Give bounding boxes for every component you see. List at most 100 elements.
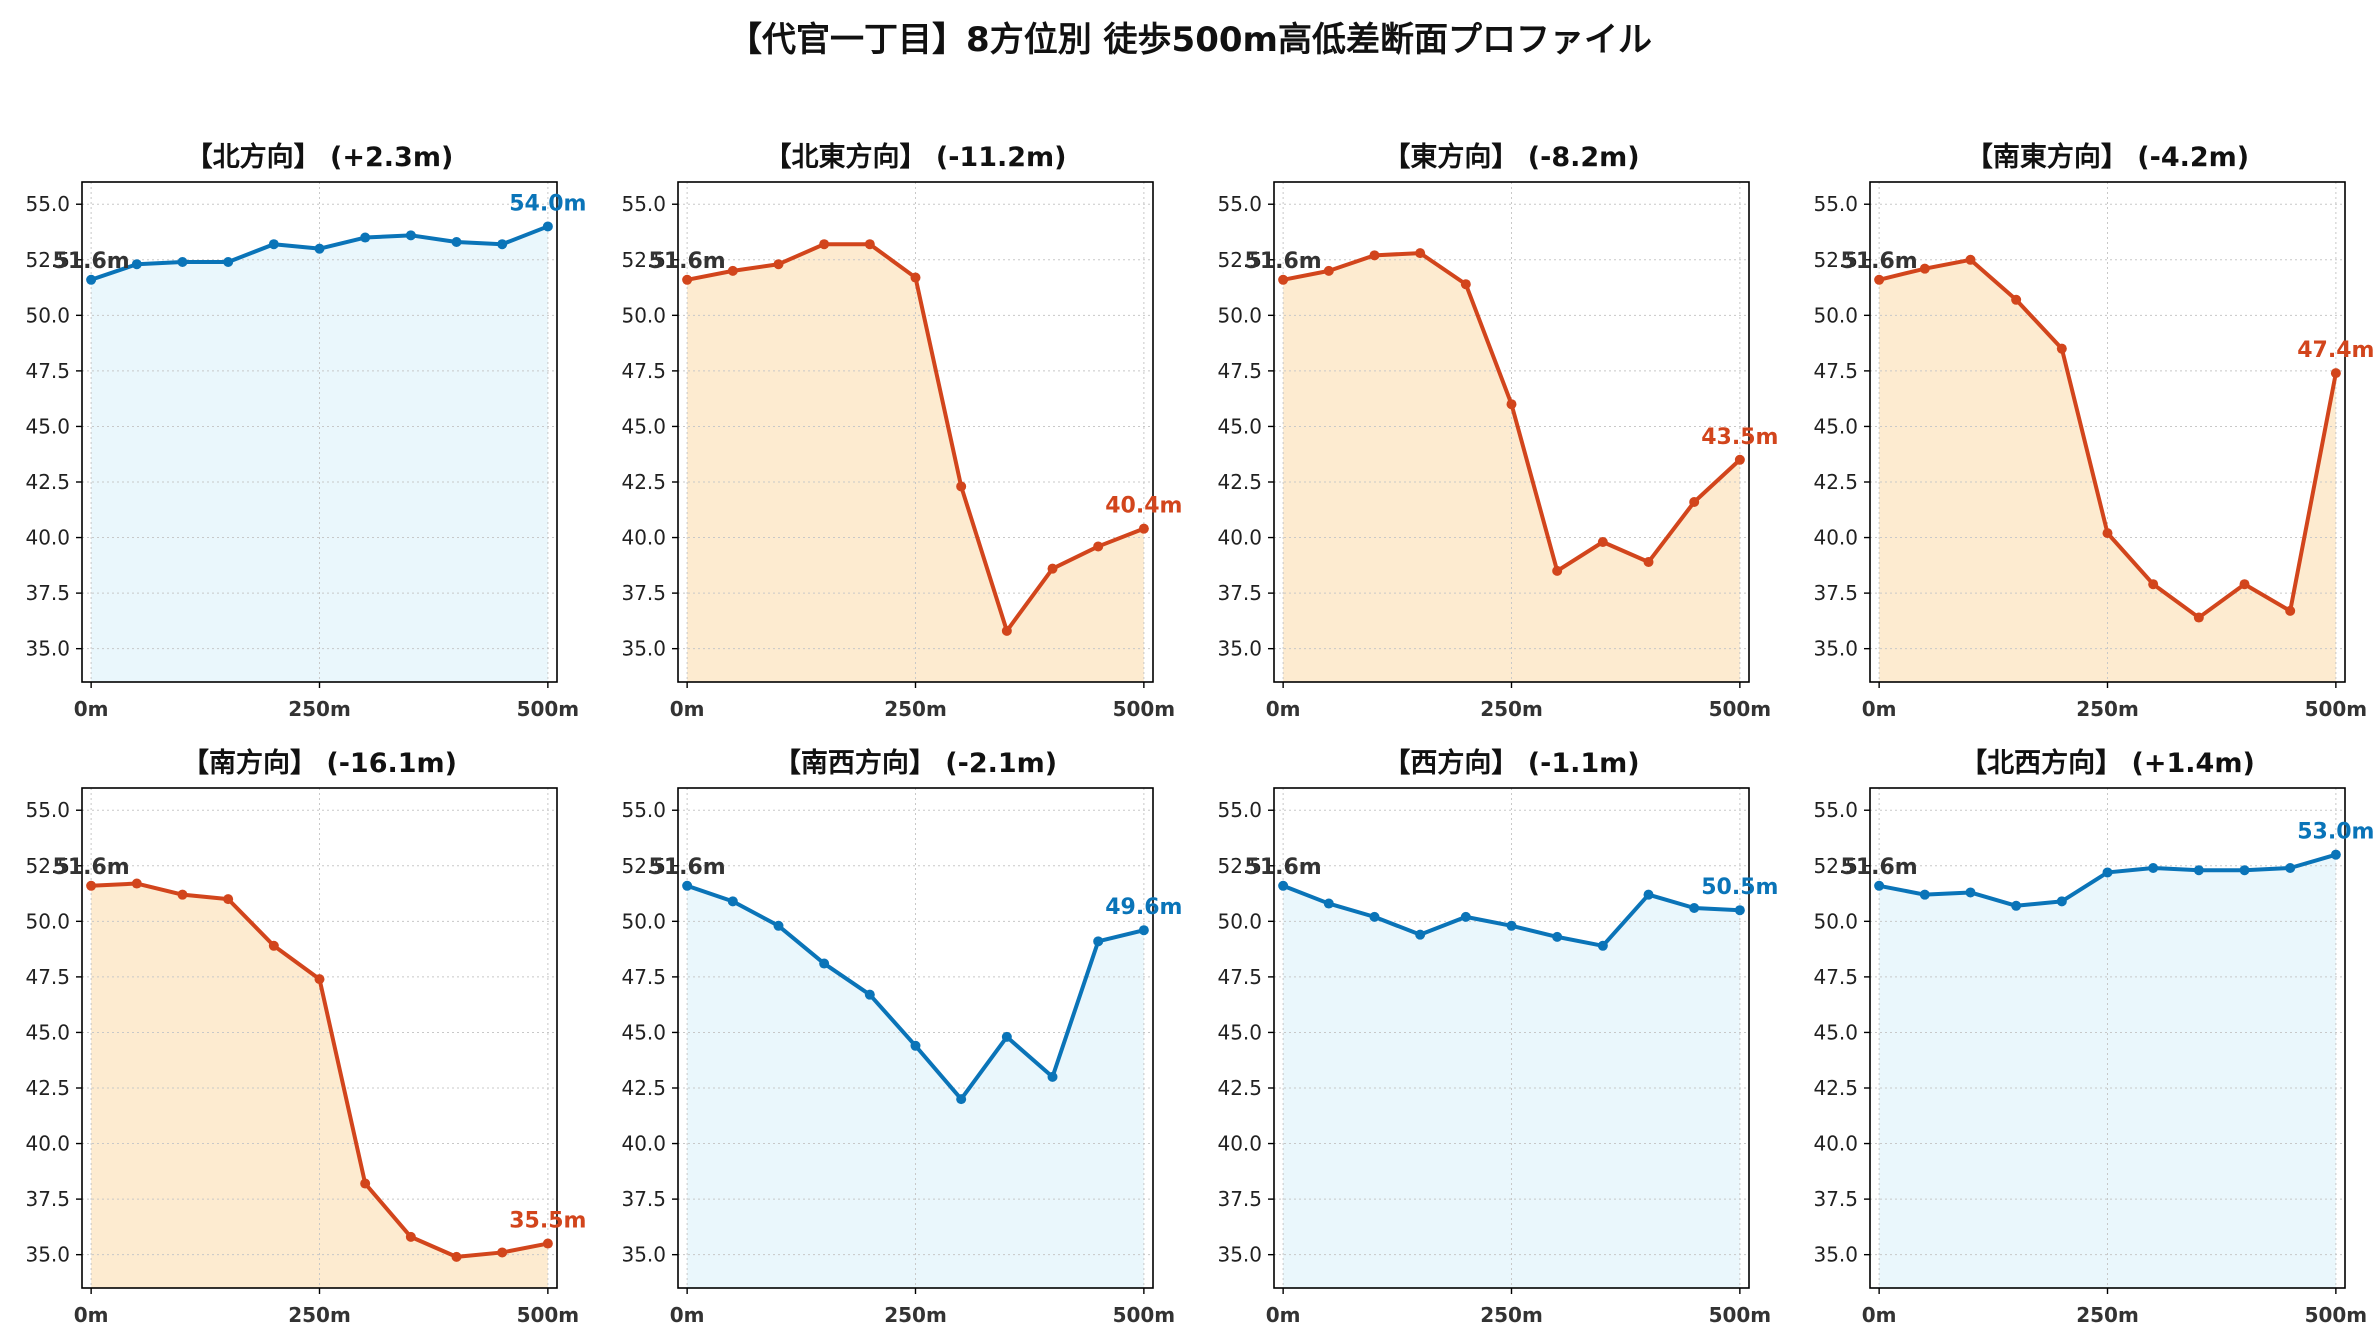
data-point [1001, 1031, 1012, 1042]
data-point [910, 1040, 921, 1051]
y-tick-label: 42.5 [1813, 470, 1858, 494]
data-point [727, 265, 738, 276]
data-point [405, 1231, 416, 1242]
data-point [360, 1178, 371, 1189]
data-point [1278, 274, 1289, 285]
y-tick-label: 42.5 [1813, 1076, 1858, 1100]
data-point [819, 239, 830, 250]
data-point [1689, 903, 1700, 913]
data-point [405, 230, 416, 241]
start-label: 51.6m [53, 855, 130, 880]
start-label: 51.6m [1245, 249, 1322, 274]
panel-title: 【南東方向】 (-4.2m) [1966, 141, 2249, 173]
y-tick-label: 55.0 [1813, 192, 1858, 216]
data-point [542, 1238, 553, 1249]
start-label: 51.6m [649, 855, 726, 880]
chart-panel-1: 【北東方向】 (-11.2m) 35.0 37.5 40.0 42.5 45.0 47.5 5… [621, 141, 1182, 721]
y-tick-label: 42.5 [1217, 1076, 1262, 1100]
y-tick-label: 47.5 [25, 359, 70, 383]
data-point [2056, 896, 2067, 907]
data-point [1001, 625, 1012, 636]
data-point [2011, 900, 2022, 911]
y-tick-label: 55.0 [1217, 798, 1262, 822]
x-tick-label: 0m [74, 697, 109, 721]
y-tick-label: 55.0 [25, 798, 70, 822]
y-tick-label: 45.0 [1217, 414, 1262, 438]
end-label: 49.6m [1105, 895, 1182, 920]
data-point [727, 896, 738, 907]
data-point [1323, 265, 1334, 276]
y-tick-label: 35.0 [25, 1243, 70, 1267]
end-label: 50.5m [1701, 875, 1778, 900]
y-tick-label: 50.0 [1813, 303, 1858, 327]
y-tick-label: 37.5 [1813, 581, 1858, 605]
y-tick-label: 35.0 [1217, 1243, 1262, 1267]
data-point [451, 1251, 462, 1262]
y-tick-label: 45.0 [1813, 1020, 1858, 1044]
x-tick-label: 0m [1266, 1303, 1301, 1327]
data-point [956, 1094, 967, 1105]
data-point [360, 232, 371, 243]
y-tick-label: 45.0 [621, 414, 666, 438]
end-label: 43.5m [1701, 425, 1778, 450]
x-tick-label: 500m [1709, 697, 1772, 721]
area-fill [1283, 885, 1740, 1288]
chart-panel-2: 【東方向】 (-8.2m) 35.0 37.5 40.0 42.5 45.0 47.5 50.… [1217, 141, 1778, 721]
chart-panel-0: 【北方向】 (+2.3m) 35.0 37.5 40.0 42.5 45.0 47.5 50.… [25, 141, 586, 721]
data-point [223, 257, 234, 267]
data-point [1506, 920, 1517, 931]
data-point [2148, 579, 2159, 590]
data-point [682, 880, 693, 891]
data-point [1047, 563, 1058, 574]
data-point [2102, 867, 2113, 878]
x-tick-label: 250m [1480, 697, 1543, 721]
start-label: 51.6m [1245, 855, 1322, 880]
data-point [86, 274, 97, 285]
data-point [314, 243, 325, 254]
x-tick-label: 500m [2305, 1303, 2368, 1327]
y-tick-label: 40.0 [621, 1132, 666, 1156]
start-label: 51.6m [649, 249, 726, 274]
y-tick-label: 35.0 [621, 637, 666, 661]
data-point [1323, 898, 1334, 909]
y-tick-label: 47.5 [1217, 965, 1262, 989]
data-point [1919, 263, 1930, 274]
end-label: 35.5m [509, 1209, 586, 1234]
data-point [773, 920, 784, 931]
data-point [1460, 279, 1471, 290]
y-tick-label: 52.5 [621, 854, 666, 878]
y-tick-label: 35.0 [25, 637, 70, 661]
y-tick-label: 35.0 [1813, 1243, 1858, 1267]
data-point [1138, 925, 1149, 936]
data-point [1415, 929, 1426, 940]
area-fill [687, 885, 1144, 1288]
data-point [1874, 880, 1885, 891]
data-point [1093, 936, 1104, 947]
panel-title: 【南西方向】 (-2.1m) [774, 747, 1057, 779]
y-tick-label: 50.0 [1217, 909, 1262, 933]
data-point [1460, 911, 1471, 922]
x-tick-label: 250m [288, 1303, 351, 1327]
y-tick-label: 45.0 [621, 1020, 666, 1044]
x-tick-label: 250m [2076, 1303, 2139, 1327]
x-tick-label: 500m [517, 697, 580, 721]
data-point [131, 878, 142, 889]
panel-title: 【北東方向】 (-11.2m) [764, 141, 1066, 173]
y-tick-label: 55.0 [1217, 192, 1262, 216]
panel-title: 【西方向】 (-1.1m) [1383, 747, 1639, 779]
x-tick-label: 500m [1113, 1303, 1176, 1327]
panel-title: 【南方向】 (-16.1m) [182, 747, 457, 779]
data-point [1552, 931, 1563, 942]
data-point [864, 239, 875, 250]
y-tick-label: 37.5 [25, 1187, 70, 1211]
y-tick-label: 50.0 [25, 909, 70, 933]
x-tick-label: 0m [1862, 697, 1897, 721]
y-tick-label: 40.0 [1217, 526, 1262, 550]
y-tick-label: 37.5 [25, 581, 70, 605]
y-tick-label: 40.0 [1813, 1132, 1858, 1156]
data-point [910, 272, 921, 283]
data-point [1369, 250, 1380, 261]
y-tick-label: 55.0 [621, 798, 666, 822]
x-tick-label: 250m [2076, 697, 2139, 721]
